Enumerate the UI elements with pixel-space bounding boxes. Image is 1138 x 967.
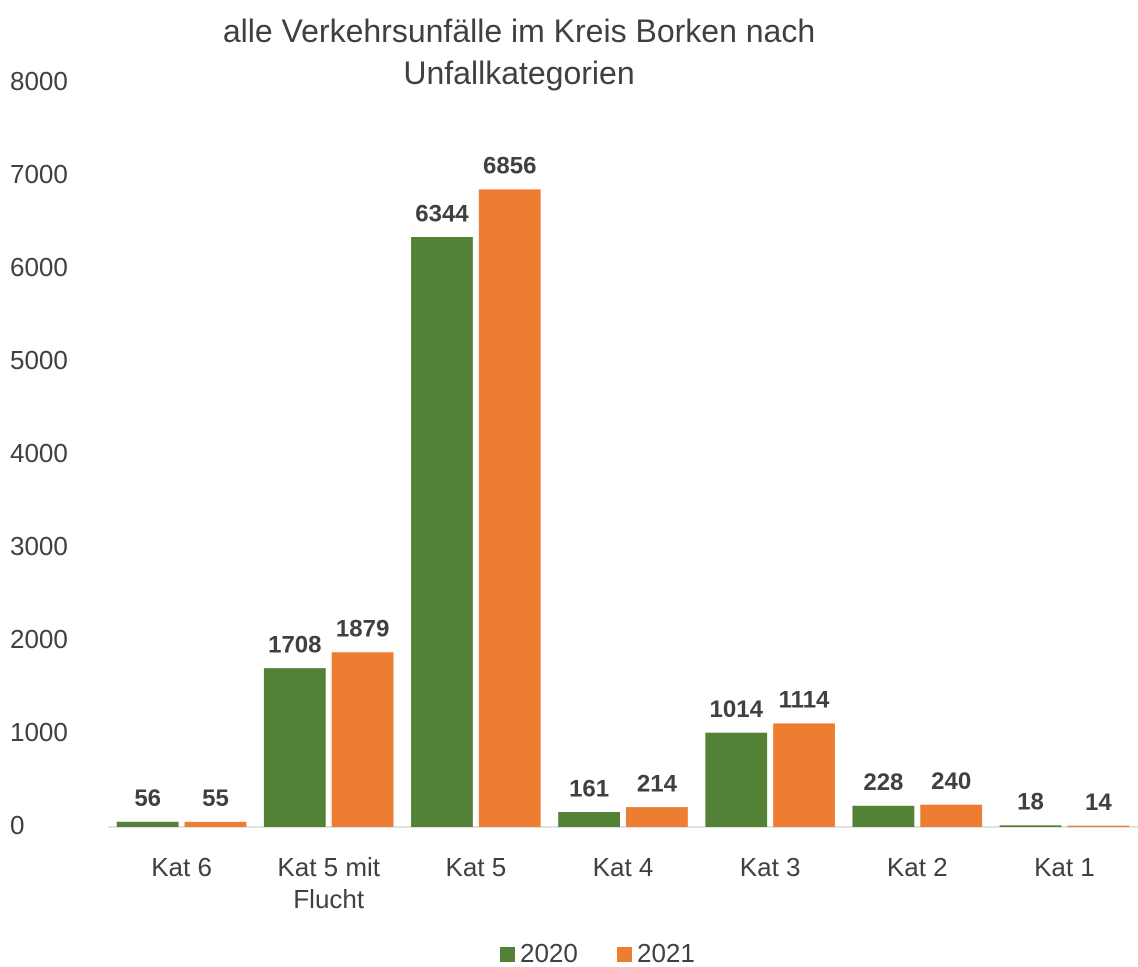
bar xyxy=(184,821,247,827)
y-tick-label: 4000 xyxy=(10,438,68,468)
legend-swatch xyxy=(617,947,632,962)
data-label: 214 xyxy=(637,770,678,797)
bar xyxy=(999,825,1062,827)
chart-title: alle Verkehrsunfälle im Kreis Borken nac… xyxy=(222,13,816,91)
data-label: 1114 xyxy=(779,687,830,714)
bar xyxy=(478,189,541,828)
data-label: 55 xyxy=(202,785,229,812)
x-tick-label: Kat 5 xyxy=(445,852,507,882)
bar xyxy=(852,805,915,827)
x-tick-label: Kat 5 mit Flucht xyxy=(277,852,380,914)
bar xyxy=(263,668,326,827)
y-tick-label: 7000 xyxy=(10,159,68,189)
data-label: 14 xyxy=(1085,789,1112,816)
bar xyxy=(920,804,983,827)
y-tick-label: 5000 xyxy=(10,345,68,375)
bar xyxy=(1067,825,1130,827)
data-label: 18 xyxy=(1017,789,1044,816)
legend-label: 2020 xyxy=(520,938,578,967)
data-label: 1014 xyxy=(710,696,764,723)
bar xyxy=(331,652,394,827)
y-tick-label: 2000 xyxy=(10,624,68,654)
data-label: 6856 xyxy=(483,153,536,180)
data-label: 56 xyxy=(134,785,161,812)
data-label: 228 xyxy=(863,769,903,796)
y-tick-label: 0 xyxy=(10,810,24,840)
bar xyxy=(558,812,620,827)
legend-label: 2021 xyxy=(637,938,695,967)
x-tick-label: Kat 4 xyxy=(592,852,654,882)
y-tick-label: 1000 xyxy=(10,717,68,747)
data-label: 6344 xyxy=(415,200,469,227)
legend-swatch xyxy=(500,947,515,962)
bar xyxy=(626,807,688,827)
x-tick-label: Kat 6 xyxy=(151,852,212,882)
bar xyxy=(773,723,835,827)
y-tick-label: 8000 xyxy=(10,66,68,96)
data-label: 1879 xyxy=(336,616,389,643)
y-tick-label: 3000 xyxy=(10,531,68,561)
x-tick-label: Kat 3 xyxy=(739,852,801,882)
x-tick-label: Kat 2 xyxy=(886,852,948,882)
y-tick-label: 6000 xyxy=(10,252,68,282)
bar xyxy=(116,821,179,827)
data-label: 240 xyxy=(931,768,971,795)
data-label: 161 xyxy=(569,775,609,802)
data-label: 1708 xyxy=(268,631,321,658)
x-tick-label: Kat 1 xyxy=(1034,852,1095,882)
bar xyxy=(705,732,768,827)
bar xyxy=(411,237,473,827)
